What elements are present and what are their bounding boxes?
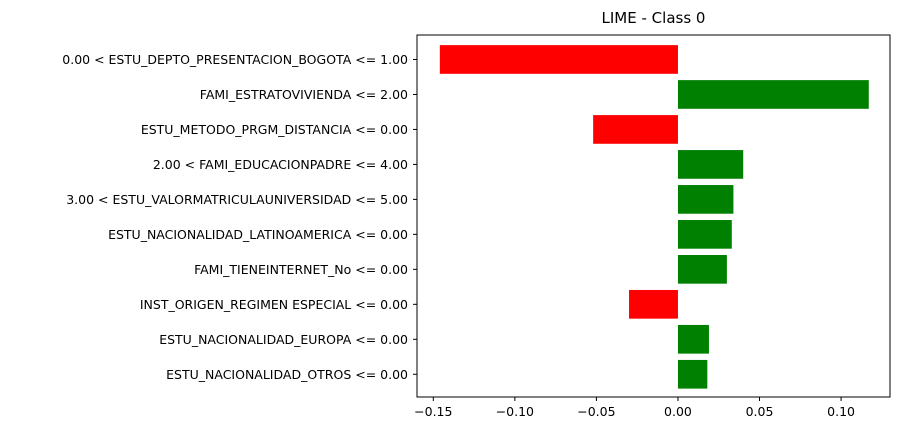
x-tick-label: −0.05 bbox=[577, 404, 615, 419]
bar bbox=[677, 324, 709, 354]
x-tick-label: −0.15 bbox=[414, 404, 452, 419]
x-tick-label: −0.10 bbox=[496, 404, 534, 419]
y-tick-label: 2.00 < FAMI_EDUCACIONPADRE <= 4.00 bbox=[153, 157, 408, 172]
y-tick-label: 3.00 < ESTU_VALORMATRICULAUNIVERSIDAD <=… bbox=[66, 192, 408, 207]
y-tick-label: ESTU_NACIONALIDAD_EUROPA <= 0.00 bbox=[159, 332, 408, 347]
y-tick-label: INST_ORIGEN_REGIMEN ESPECIAL <= 0.00 bbox=[140, 297, 408, 312]
x-tick-label: 0.05 bbox=[746, 404, 774, 419]
bar bbox=[677, 359, 708, 389]
x-tick-label: 0.10 bbox=[827, 404, 855, 419]
y-tick-label: FAMI_ESTRATOVIVIENDA <= 2.00 bbox=[200, 87, 408, 102]
plot-frame bbox=[416, 34, 891, 398]
bar bbox=[677, 80, 869, 109]
bar bbox=[677, 220, 732, 249]
bar bbox=[593, 115, 678, 144]
y-tick-label: ESTU_METODO_PRGM_DISTANCIA <= 0.00 bbox=[141, 122, 408, 137]
bar bbox=[677, 254, 727, 284]
y-tick-label: ESTU_NACIONALIDAD_LATINOAMERICA <= 0.00 bbox=[108, 227, 408, 242]
chart-title: LIME - Class 0 bbox=[602, 9, 706, 27]
bar bbox=[629, 289, 678, 319]
bar bbox=[677, 150, 744, 179]
bars-layer bbox=[439, 45, 869, 389]
y-tick-label: ESTU_NACIONALIDAD_OTROS <= 0.00 bbox=[166, 367, 408, 382]
y-tick-label: FAMI_TIENEINTERNET_No <= 0.00 bbox=[194, 262, 408, 277]
bar bbox=[677, 185, 734, 214]
y-tick-label: 0.00 < ESTU_DEPTO_PRESENTACION_BOGOTA <=… bbox=[62, 52, 408, 67]
bar bbox=[439, 45, 678, 74]
x-tick-label: 0.00 bbox=[664, 404, 692, 419]
x-axis-ticks: −0.15 −0.10 −0.05 0.00 0.05 0.10 bbox=[414, 397, 855, 419]
y-axis-ticks: 0.00 < ESTU_DEPTO_PRESENTACION_BOGOTA <=… bbox=[62, 52, 417, 382]
